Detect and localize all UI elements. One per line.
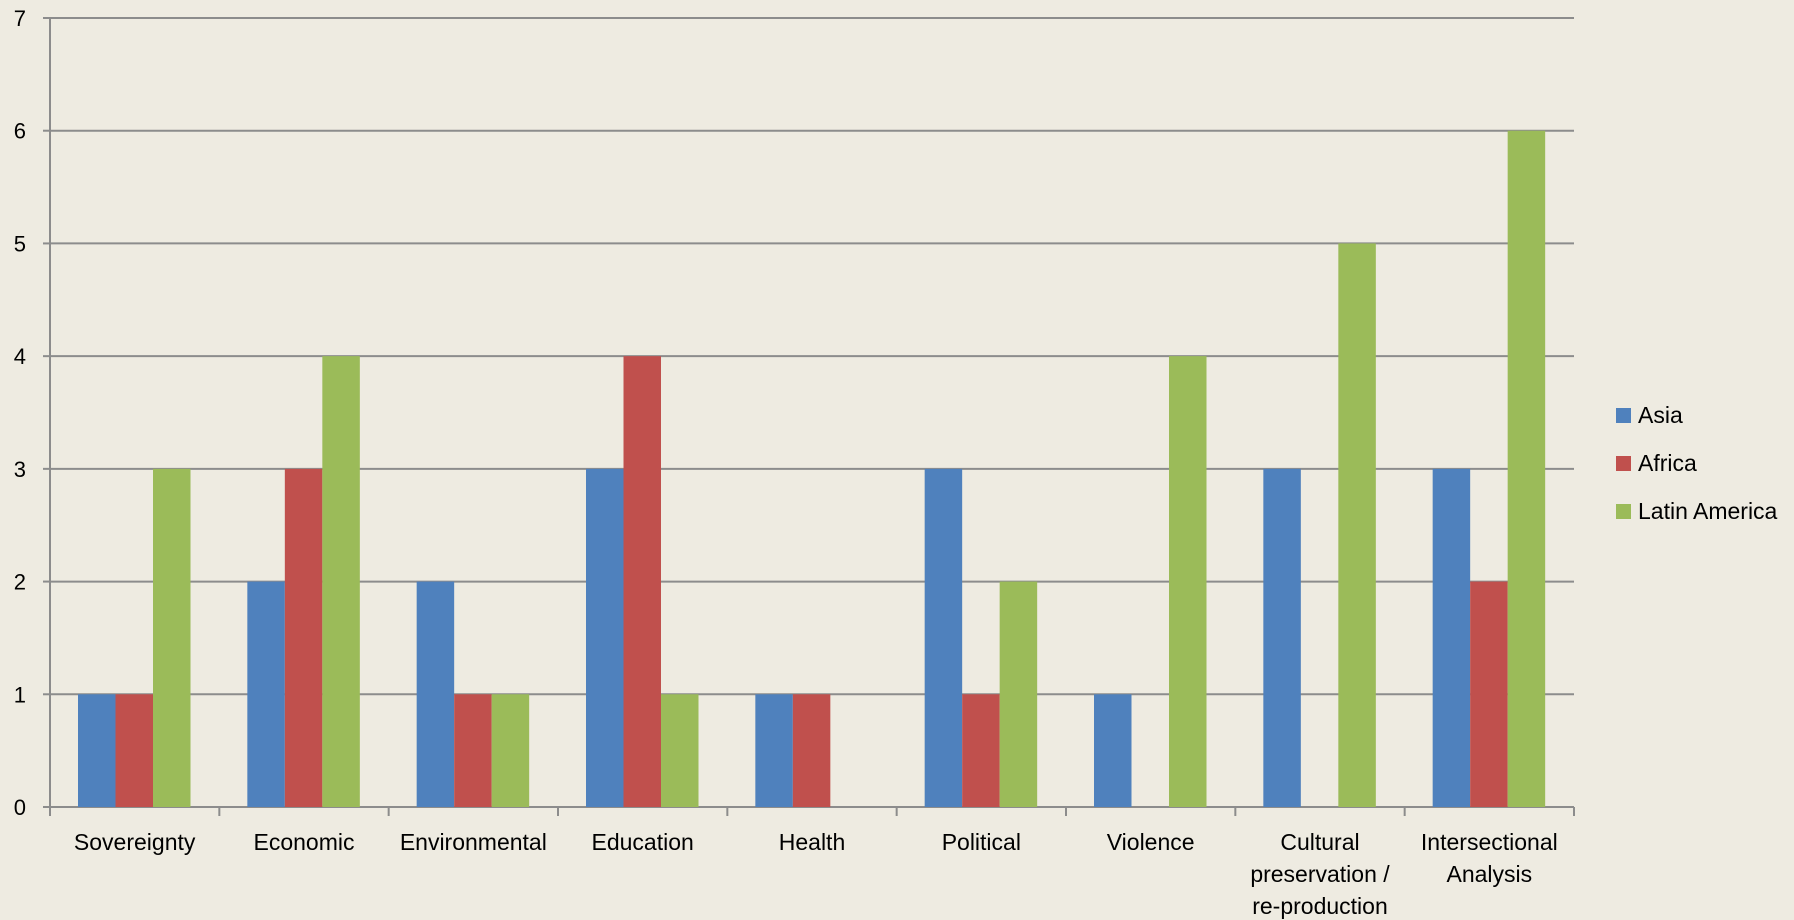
x-category-label-line: Violence [1107, 829, 1195, 855]
y-tick-label: 6 [14, 119, 26, 144]
x-category-label: Health [779, 829, 845, 855]
x-category-label: Political [942, 829, 1021, 855]
bars [78, 130, 1546, 807]
bar-africa [623, 356, 661, 807]
y-tick-label: 3 [14, 457, 26, 482]
x-category-label-line: Analysis [1447, 861, 1533, 887]
bar-asia [1432, 468, 1471, 807]
legend-swatch-africa [1616, 456, 1631, 471]
x-category-label: Cultural preservation / re-production [1250, 829, 1390, 919]
legend-swatch-asia [1616, 408, 1631, 423]
x-category-label-line: re-production [1252, 893, 1388, 919]
y-tick-label: 4 [14, 344, 26, 369]
legend: Asia Africa Latin America [1616, 402, 1778, 524]
x-category-label: Environmental [400, 829, 547, 855]
x-category-label: Violence [1107, 829, 1195, 855]
bar-latin-america [1507, 130, 1546, 807]
x-category-label-line: preservation / [1250, 861, 1390, 887]
legend-swatch-latin-america [1616, 504, 1631, 519]
bar-asia [416, 581, 455, 807]
x-category-label: Education [592, 829, 694, 855]
bar-latin-america [1169, 356, 1207, 807]
x-category-label-line: Education [592, 829, 694, 855]
bar-asia [1094, 694, 1132, 807]
bar-latin-america [1338, 243, 1376, 807]
x-category-label-line: Political [942, 829, 1021, 855]
bar-africa [454, 694, 492, 807]
bar-asia [247, 581, 285, 807]
x-category-label-line: Health [779, 829, 845, 855]
y-tick-label: 7 [14, 6, 26, 31]
x-category-label-line: Intersectional [1421, 829, 1558, 855]
legend-label-latin-america: Latin America [1638, 498, 1778, 524]
bar-africa [792, 694, 831, 807]
x-category-label-line: Cultural [1280, 829, 1359, 855]
bar-latin-america [999, 581, 1038, 807]
x-category-label-line: Sovereignty [74, 829, 196, 855]
bar-latin-america [661, 694, 699, 807]
bar-asia [1263, 468, 1301, 807]
bar-latin-america [491, 694, 530, 807]
x-category-label: Sovereignty [74, 829, 196, 855]
bar-latin-america [322, 356, 360, 807]
legend-label-asia: Asia [1638, 402, 1683, 428]
y-tick-label: 5 [14, 231, 26, 256]
x-category-label-line: Environmental [400, 829, 547, 855]
bar-asia [78, 694, 116, 807]
bar-africa [1470, 581, 1508, 807]
bar-africa [284, 468, 323, 807]
legend-label-africa: Africa [1638, 450, 1697, 476]
x-category-label: Economic [254, 829, 355, 855]
bar-asia [924, 468, 963, 807]
y-tick-labels: 0 1 2 3 4 5 6 7 [14, 6, 26, 820]
y-tick-label: 0 [14, 795, 26, 820]
x-tick-labels: Sovereignty Economic Environmental Educatio… [74, 829, 1558, 919]
bar-africa [115, 694, 153, 807]
bar-latin-america [153, 468, 191, 807]
x-category-label: Intersectional Analysis [1421, 829, 1558, 887]
y-tick-label: 1 [14, 682, 26, 707]
bar-asia [586, 468, 624, 807]
bar-africa [962, 694, 1000, 807]
y-tick-label: 2 [14, 570, 26, 595]
x-category-label-line: Economic [254, 829, 355, 855]
bar-asia [755, 694, 793, 807]
